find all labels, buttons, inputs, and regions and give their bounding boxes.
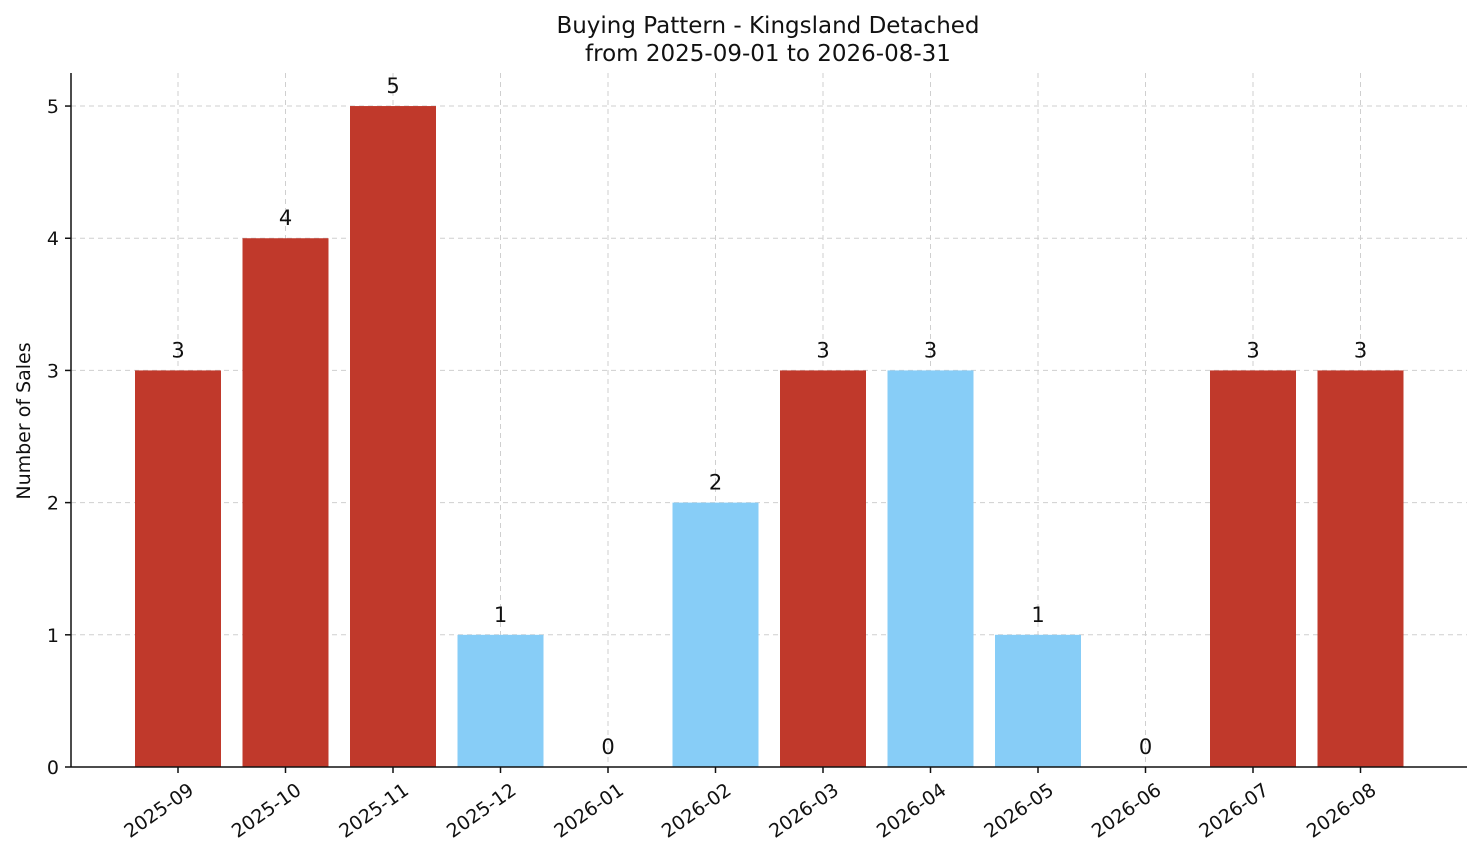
bar-2026-08	[1317, 370, 1404, 767]
bar-2025-12	[457, 634, 544, 767]
x-tick-label: 2025-12	[443, 779, 521, 843]
bar-2026-07	[1210, 370, 1296, 767]
data-label: 4	[279, 206, 292, 230]
x-tick-label: 2026-08	[1303, 779, 1381, 843]
data-label: 3	[1246, 338, 1259, 362]
chart-title: Buying Pattern - Kingsland Detached	[556, 13, 979, 39]
x-tick-label: 2025-10	[228, 779, 306, 843]
data-label: 3	[1354, 338, 1367, 362]
data-label: 3	[171, 338, 184, 362]
bars	[135, 106, 1404, 768]
bar-2025-11	[350, 106, 436, 768]
x-tick-label: 2026-07	[1195, 779, 1273, 843]
data-label: 1	[494, 603, 507, 627]
x-tick-label: 2026-01	[550, 779, 628, 843]
x-tick-label: 2026-02	[658, 779, 736, 843]
y-tick-label: 1	[47, 625, 59, 647]
y-tick-label: 2	[47, 493, 59, 515]
x-tick-label: 2026-05	[980, 779, 1058, 843]
bar-2026-03	[780, 370, 866, 767]
bar-2026-04	[887, 370, 974, 767]
data-label: 2	[709, 471, 722, 495]
y-tick-label: 3	[47, 360, 59, 382]
x-tick-label: 2026-06	[1088, 779, 1166, 843]
bar-2026-02	[672, 502, 759, 767]
x-tick-label: 2025-11	[335, 779, 413, 843]
data-label: 1	[1031, 603, 1044, 627]
y-axis-label: Number of Sales	[13, 342, 35, 499]
data-label: 0	[1139, 735, 1152, 759]
data-label: 0	[601, 735, 614, 759]
x-tick-label: 2026-03	[765, 779, 843, 843]
data-label: 3	[924, 338, 937, 362]
bar-2025-09	[135, 370, 221, 767]
y-tick-label: 4	[47, 228, 59, 250]
x-tick-label: 2025-09	[120, 779, 198, 843]
y-tick-label: 0	[47, 757, 59, 779]
bar-2026-05	[995, 634, 1081, 767]
data-label: 3	[816, 338, 829, 362]
y-tick-label: 5	[47, 96, 59, 118]
chart-subtitle: from 2025-09-01 to 2026-08-31	[585, 41, 951, 67]
x-tick-label: 2026-04	[873, 779, 951, 843]
data-label: 5	[386, 74, 399, 98]
data-labels: 3 4 5 1 0 2 3 3 1 0 3 3	[171, 74, 1367, 759]
bar-2025-10	[242, 238, 329, 767]
